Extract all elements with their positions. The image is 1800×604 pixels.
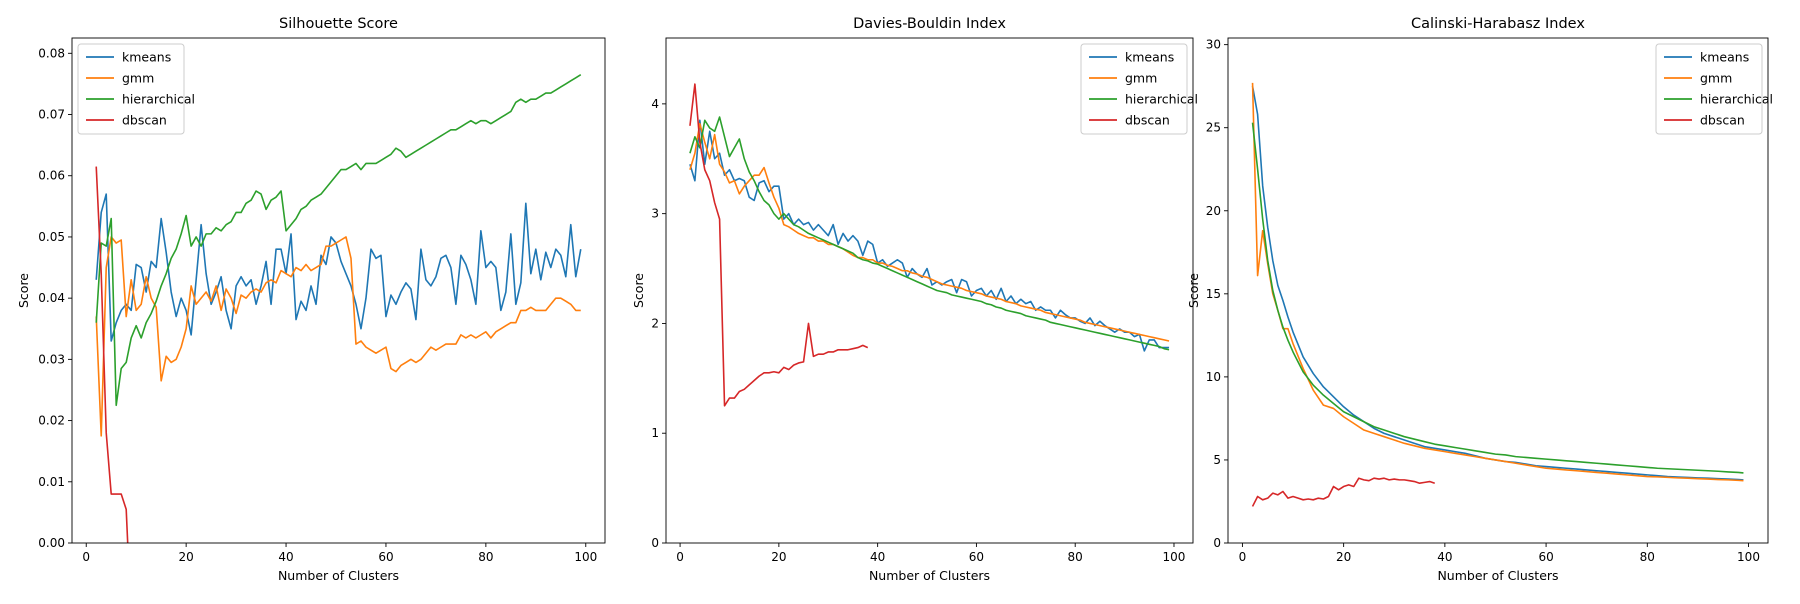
- y-axis-label: Score: [1186, 273, 1201, 308]
- x-tick-label: 60: [1538, 550, 1553, 564]
- x-tick-label: 60: [969, 550, 984, 564]
- plot-frame: [71, 37, 606, 544]
- y-tick-label: 30: [1206, 38, 1221, 52]
- legend-label-kmeans: kmeans: [1700, 50, 1749, 65]
- series-line-kmeans: [1251, 86, 1744, 481]
- x-tick-label: 40: [1437, 550, 1452, 564]
- x-tick-label: 20: [771, 550, 786, 564]
- y-tick-label: 0: [1213, 536, 1221, 550]
- y-tick-label: 4: [651, 97, 659, 111]
- series-group: [95, 74, 582, 543]
- legend-label-gmm: gmm: [122, 71, 154, 86]
- x-tick-label: 60: [378, 550, 393, 564]
- legend-label-gmm: gmm: [1125, 71, 1157, 86]
- y-tick-label: 0.03: [38, 352, 65, 366]
- x-tick-label: 80: [478, 550, 493, 564]
- x-tick-label: 100: [1737, 550, 1760, 564]
- x-tick-label: 40: [278, 550, 293, 564]
- legend: kmeans gmm hierarchical dbscan: [1655, 43, 1773, 135]
- x-tick-label: 80: [1640, 550, 1655, 564]
- legend-label-kmeans: kmeans: [1125, 50, 1174, 65]
- series-line-dbscan: [689, 83, 869, 407]
- legend-label-hierarchical: hierarchical: [1700, 92, 1773, 107]
- x-axis-label: Number of Clusters: [278, 568, 399, 583]
- plot-frame: [1227, 37, 1769, 544]
- x-tick-label: 20: [1336, 550, 1351, 564]
- series-line-gmm: [1251, 82, 1744, 482]
- subplot-davies-bouldin: 0 20 40 60 80 100 0 1 2 3 4 Davies-Bouldin Index Num…: [631, 16, 1198, 583]
- series-line-kmeans: [689, 119, 1170, 352]
- y-axis-label: Score: [631, 273, 646, 308]
- y-tick-label: 20: [1206, 204, 1221, 218]
- y-tick-label: 0.07: [38, 108, 65, 122]
- x-axis-label: Number of Clusters: [869, 568, 990, 583]
- legend-label-dbscan: dbscan: [122, 113, 167, 128]
- y-tick-label: 1: [651, 426, 659, 440]
- y-tick-label: 0.01: [38, 475, 65, 489]
- legend-label-hierarchical: hierarchical: [122, 92, 195, 107]
- y-tick-label: 2: [651, 316, 659, 330]
- series-line-gmm: [689, 122, 1170, 342]
- legend-box: [77, 43, 185, 135]
- subplot-calinski-harabasz: 0 20 40 60 80 100 0 5 10 15 20 25 30 Calinski-Harabas…: [1186, 16, 1773, 583]
- x-tick-label: 0: [1239, 550, 1247, 564]
- series-line-hierarchical: [1251, 122, 1744, 474]
- series-line-dbscan: [95, 166, 129, 543]
- y-tick-label: 25: [1206, 121, 1221, 135]
- x-tick-label: 0: [82, 550, 90, 564]
- y-tick-label: 0.02: [38, 414, 65, 428]
- legend-label-kmeans: kmeans: [122, 50, 171, 65]
- y-tick-label: 0.06: [38, 169, 65, 183]
- y-tick-label: 5: [1213, 453, 1221, 467]
- subplot-silhouette: 0 20 40 60 80 100 0.00 0.01 0.02 0.03 0.04 0.05 0.06…: [16, 16, 606, 583]
- series-line-dbscan: [1251, 477, 1435, 507]
- series-line-gmm: [95, 236, 581, 437]
- legend-box: [1655, 43, 1763, 135]
- y-tick-label: 0.05: [38, 230, 65, 244]
- series-line-hierarchical: [689, 116, 1170, 351]
- series-group: [689, 83, 1170, 407]
- x-tick-label: 0: [676, 550, 684, 564]
- series-line-hierarchical: [95, 74, 582, 407]
- y-tick-label: 0.04: [38, 291, 65, 305]
- y-axis-label: Score: [16, 273, 31, 308]
- legend-label-gmm: gmm: [1700, 71, 1732, 86]
- y-tick-label: 10: [1206, 370, 1221, 384]
- x-axis-label: Number of Clusters: [1437, 568, 1558, 583]
- x-tick-label: 80: [1068, 550, 1083, 564]
- y-tick-label: 0: [651, 536, 659, 550]
- series-line-kmeans: [95, 193, 582, 342]
- legend-label-dbscan: dbscan: [1700, 113, 1745, 128]
- legend: kmeans gmm hierarchical dbscan: [77, 43, 195, 135]
- legend: kmeans gmm hierarchical dbscan: [1080, 43, 1198, 135]
- x-tick-label: 40: [870, 550, 885, 564]
- plot-title: Davies-Bouldin Index: [853, 16, 1006, 32]
- y-tick-label: 0.08: [38, 46, 65, 60]
- plot-title: Calinski-Harabasz Index: [1411, 16, 1585, 32]
- y-tick-label: 3: [651, 207, 659, 221]
- legend-box: [1080, 43, 1188, 135]
- y-tick-label: 0.00: [38, 536, 65, 550]
- x-tick-label: 100: [574, 550, 597, 564]
- legend-label-dbscan: dbscan: [1125, 113, 1170, 128]
- x-tick-label: 20: [179, 550, 194, 564]
- plot-title: Silhouette Score: [279, 16, 398, 32]
- x-tick-label: 100: [1163, 550, 1186, 564]
- legend-label-hierarchical: hierarchical: [1125, 92, 1198, 107]
- plot-frame: [665, 37, 1194, 544]
- series-group: [1251, 82, 1744, 507]
- y-tick-label: 15: [1206, 287, 1221, 301]
